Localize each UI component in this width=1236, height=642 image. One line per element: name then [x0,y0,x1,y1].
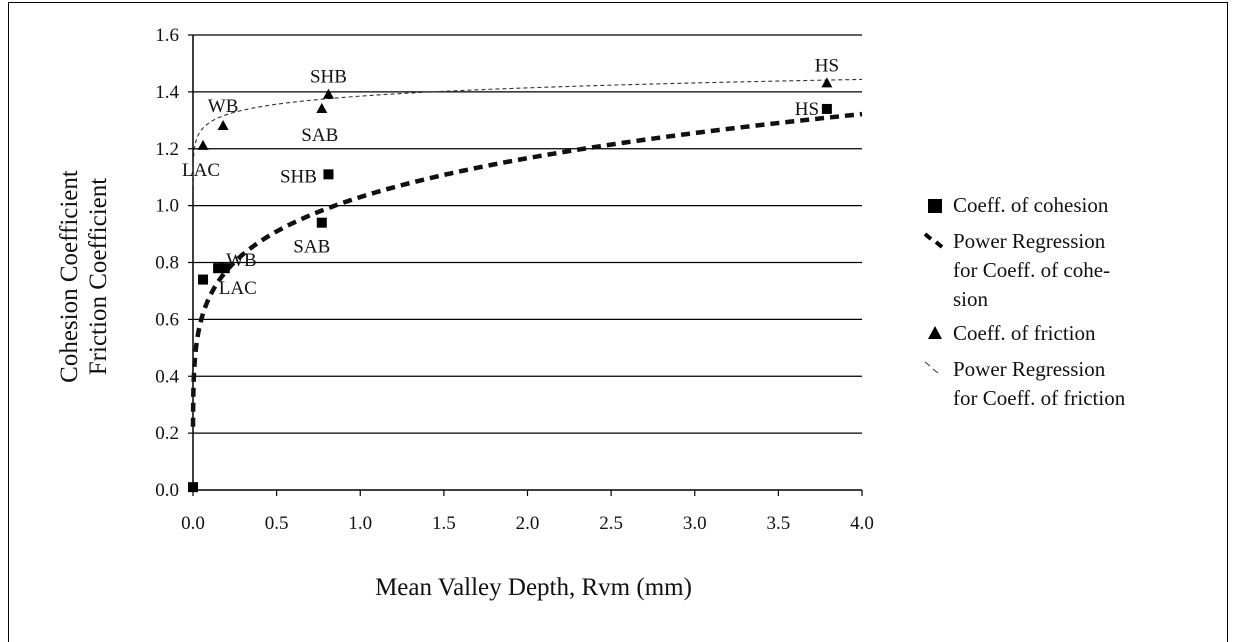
friction-point [316,102,328,113]
x-tick-label: 1.5 [432,513,456,534]
legend-entry-text: Coeff. of friction [953,321,1096,345]
x-axis-title: Mean Valley Depth, Rvm (mm) [375,574,692,601]
x-tick-label: 2.0 [516,513,540,534]
regression-curves [190,78,863,427]
friction-point [322,88,334,99]
legend-thin-dash [924,361,931,367]
y-tick-label: 0.6 [155,309,179,330]
point-label: WB [208,96,239,117]
grid-lines [193,34,862,434]
point-label: LAC [182,160,220,181]
point-label: WB [226,250,257,271]
point-label: HS [815,55,839,76]
legend-entry-text: for Coeff. of friction [953,386,1126,410]
legend-entry-text: for Coeff. of cohe- [953,258,1110,282]
x-tick-label: 3.0 [683,513,707,534]
x-tick-label: 2.5 [599,513,623,534]
x-tick-label: 1.0 [348,513,372,534]
legend-thick-dash [934,240,944,249]
legend-triangle-marker [928,326,942,339]
y-tick-label: 1.2 [155,139,179,160]
point-label: SAB [293,237,330,258]
figure-frame [8,2,1228,642]
y-tick-label: 1.6 [155,25,179,46]
friction-regression-curve [192,78,863,185]
legend-entry-text: Power Regression [953,357,1106,381]
point-label: SHB [310,67,347,88]
cohesion-point [219,263,230,274]
y-tick-label: 1.0 [155,196,179,217]
x-tick-label: 0.0 [181,513,205,534]
cohesion-point [821,103,832,114]
legend-entry-text: Coeff. of cohesion [953,193,1109,217]
friction-point [821,77,833,88]
point-label: SHB [280,166,317,187]
x-tick-label: 3.5 [767,513,791,534]
cohesion-point [213,263,224,274]
legend-entry-text: Power Regression [953,229,1106,253]
axes [188,34,863,496]
cohesion-point [323,169,334,180]
point-label: LAC [219,278,257,299]
y-tick-label: 1.4 [155,82,179,103]
y-tick-label: 0.4 [155,366,179,387]
cohesion-regression-curve [190,111,863,427]
point-label: HS [795,99,819,120]
cohesion-point [316,217,327,228]
y-axis-title: Cohesion Coefficient Friction Coefficient [56,170,112,383]
x-tick-label: 4.0 [850,513,874,534]
data-points [188,77,833,493]
tick-labels: 0.0 0.2 0.4 0.6 0.8 1.0 1.2 1.4 1.6 0.0 0.5 1.0 1.5 2… [155,25,874,534]
legend-square-marker [928,199,942,213]
legend: Coeff. of cohesion Power Regression for Co… [923,193,1126,410]
cohesion-point [188,482,198,493]
point-labels: WB LAC SAB SHB HS LAC WB SAB SHB HS [182,55,839,299]
legend-thin-dash [932,368,939,374]
friction-point [197,139,209,150]
chart: 0.0 0.2 0.4 0.6 0.8 1.0 1.2 1.4 1.6 0.0 0.5 1.0 1.5 2… [56,25,1126,601]
x-tick-label: 0.5 [265,513,289,534]
point-label: SAB [301,125,338,146]
y-tick-label: 0.0 [155,480,179,501]
legend-entry-text: sion [953,287,989,311]
y-tick-label: 0.8 [155,253,179,274]
legend-thick-dash [923,232,933,241]
y-axis-title-line: Friction Coefficient [85,178,112,375]
y-tick-label: 0.2 [155,423,179,444]
y-axis-title-line: Cohesion Coefficient [56,170,83,383]
friction-point [217,120,229,130]
cohesion-point [198,274,209,285]
